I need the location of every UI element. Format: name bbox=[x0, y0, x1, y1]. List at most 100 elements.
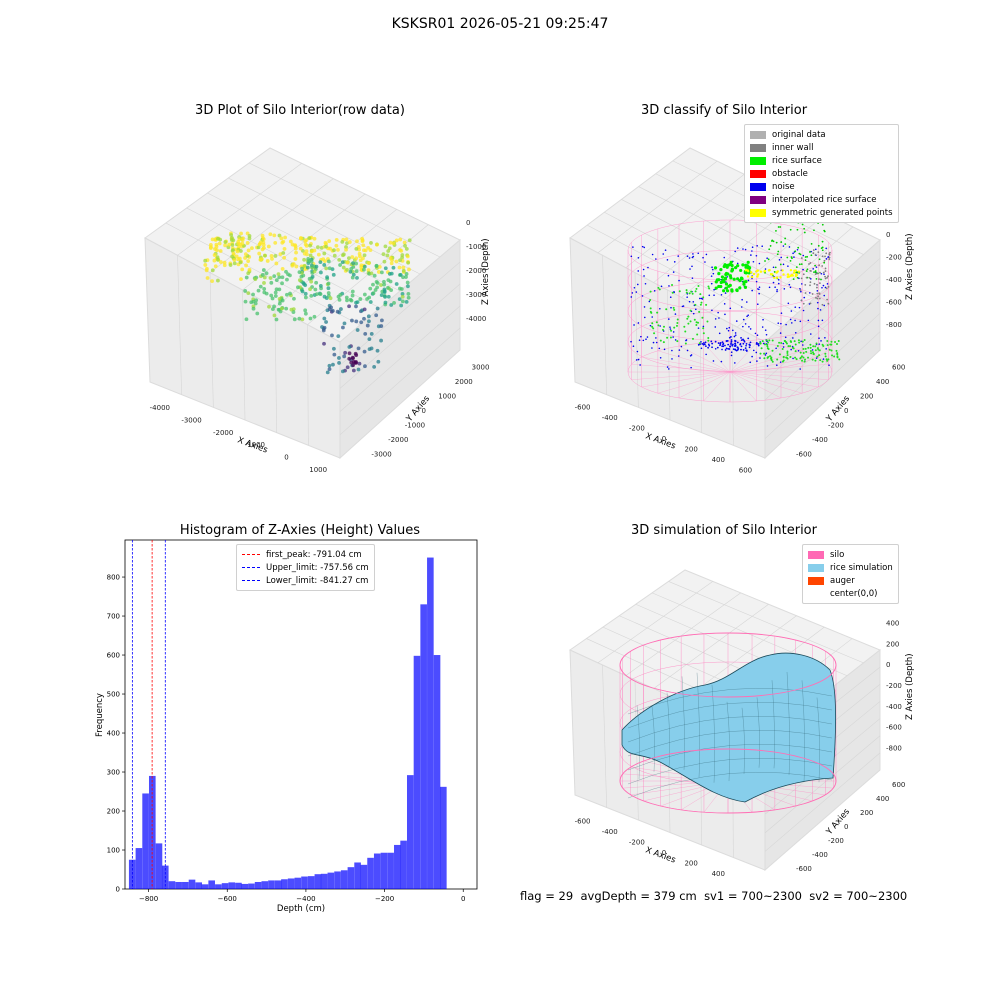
class-point bbox=[697, 343, 700, 346]
class-point bbox=[730, 288, 734, 292]
data-point bbox=[267, 304, 271, 309]
class-point bbox=[730, 351, 733, 353]
data-point bbox=[265, 259, 270, 263]
data-point bbox=[269, 280, 274, 285]
class-point bbox=[686, 296, 688, 298]
class-point bbox=[711, 268, 714, 271]
class-point bbox=[660, 285, 663, 288]
class-point bbox=[648, 300, 651, 303]
data-point bbox=[383, 244, 388, 249]
data-point bbox=[277, 275, 282, 280]
class-point bbox=[809, 302, 812, 305]
class-point bbox=[819, 271, 821, 274]
data-point bbox=[228, 263, 233, 267]
class-point bbox=[749, 328, 752, 330]
data-point bbox=[308, 253, 313, 258]
data-point bbox=[367, 319, 371, 324]
class-point bbox=[808, 263, 810, 265]
class-point bbox=[821, 249, 824, 252]
tick-label: -1000 bbox=[466, 243, 486, 251]
data-point bbox=[261, 246, 266, 250]
class-point bbox=[771, 339, 774, 342]
class-point bbox=[757, 344, 760, 347]
class-point bbox=[836, 356, 839, 359]
data-point bbox=[292, 296, 296, 301]
data-point bbox=[288, 239, 293, 244]
class-point bbox=[740, 345, 743, 348]
data-point bbox=[300, 289, 305, 294]
data-point bbox=[216, 278, 220, 283]
tick-label: -600 bbox=[575, 817, 591, 825]
class-point bbox=[820, 272, 823, 275]
histogram-bar bbox=[254, 881, 262, 889]
class-point bbox=[818, 349, 821, 352]
class-point bbox=[767, 356, 770, 359]
class-point bbox=[776, 358, 779, 361]
class-point bbox=[731, 343, 734, 346]
x-tick-labels: -600 -400 -200 0 200 400 600 bbox=[575, 403, 752, 474]
class-point bbox=[801, 340, 804, 343]
class-point bbox=[734, 342, 737, 345]
class-point bbox=[690, 290, 693, 293]
data-point bbox=[344, 237, 349, 242]
data-point bbox=[374, 264, 379, 268]
legend-swatch bbox=[808, 576, 824, 585]
class-point bbox=[804, 259, 807, 262]
class-point bbox=[812, 351, 815, 354]
class-point bbox=[794, 250, 797, 253]
class-point bbox=[636, 350, 639, 353]
y-axis-label: Frequency bbox=[95, 693, 105, 737]
class-point bbox=[789, 318, 792, 321]
data-point bbox=[325, 275, 329, 280]
data-point bbox=[237, 237, 242, 242]
surface-meshline bbox=[627, 702, 833, 729]
data-point bbox=[361, 267, 366, 272]
class-point bbox=[762, 318, 764, 321]
data-point bbox=[349, 298, 354, 303]
reference-lines bbox=[131, 540, 166, 889]
class-point bbox=[816, 347, 819, 350]
class-point bbox=[633, 286, 636, 289]
tick-label: -800 bbox=[886, 745, 902, 753]
class-point bbox=[778, 341, 781, 344]
class-point bbox=[643, 316, 646, 319]
class-point bbox=[734, 332, 737, 334]
data-point bbox=[376, 270, 381, 274]
data-point bbox=[247, 267, 252, 272]
x-tick-label: 0 bbox=[461, 895, 465, 903]
class-point bbox=[759, 270, 763, 273]
class-point bbox=[769, 245, 772, 247]
data-point bbox=[204, 268, 209, 273]
class-point bbox=[678, 349, 681, 351]
data-point bbox=[356, 346, 361, 351]
class-point bbox=[745, 344, 747, 347]
class-point bbox=[671, 358, 673, 360]
data-point bbox=[314, 280, 319, 285]
class-point bbox=[643, 246, 646, 249]
histogram-bar bbox=[248, 883, 255, 889]
class-point bbox=[823, 229, 826, 232]
class-point bbox=[821, 265, 824, 267]
class-point bbox=[748, 325, 750, 328]
data-point bbox=[391, 241, 396, 246]
data-point bbox=[270, 257, 274, 261]
data-point bbox=[222, 260, 227, 265]
class-point bbox=[802, 351, 805, 354]
class-point bbox=[755, 270, 758, 273]
histogram-bar bbox=[427, 557, 434, 889]
class-point bbox=[729, 307, 732, 310]
class-point bbox=[821, 255, 824, 258]
class-point bbox=[730, 354, 733, 357]
data-point bbox=[362, 307, 367, 312]
rice-surface-mesh bbox=[621, 652, 837, 803]
data-point bbox=[278, 309, 283, 314]
class-point bbox=[691, 265, 693, 268]
data-point bbox=[297, 278, 302, 283]
data-point bbox=[249, 246, 254, 251]
data-point bbox=[345, 365, 350, 370]
silo-spoke bbox=[631, 371, 731, 380]
data-point bbox=[357, 361, 362, 366]
class-point bbox=[813, 229, 815, 232]
class-point bbox=[805, 350, 808, 353]
class-point bbox=[824, 355, 827, 358]
